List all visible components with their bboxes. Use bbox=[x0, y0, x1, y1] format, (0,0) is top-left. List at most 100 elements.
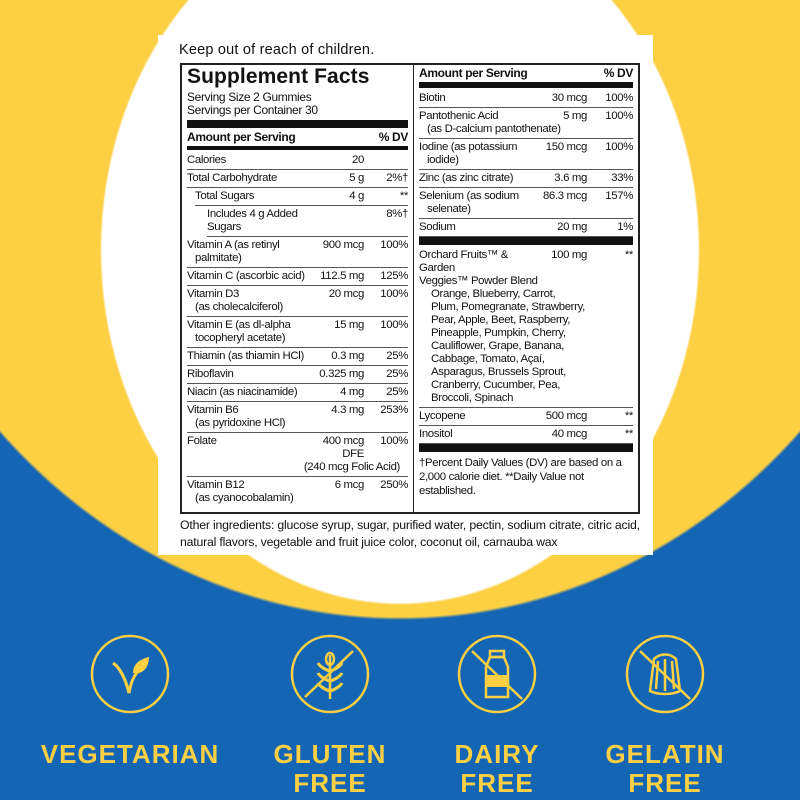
gluten-free-wheat-icon bbox=[290, 634, 370, 714]
badge-line1: GELATIN bbox=[605, 739, 725, 769]
nutrient-amount: 500 mcg bbox=[545, 410, 588, 422]
nutrient-dv bbox=[368, 154, 408, 167]
nutrient-row: Vitamin A (as retinyl 900 mcg 100% palmitat… bbox=[187, 237, 408, 268]
nutrient-name: Total Sugars bbox=[195, 190, 255, 202]
nutrient-dv: 2%† bbox=[386, 172, 408, 184]
nutrient-name: Vitamin D3 bbox=[187, 288, 240, 300]
amount-header-right: Amount per Serving % DV bbox=[419, 66, 633, 81]
badge-line2: FREE bbox=[460, 768, 534, 798]
nutrient-dv: 100% bbox=[380, 319, 408, 331]
nutrient-dv: 100% bbox=[380, 288, 408, 300]
nutrient-subtext: (240 mcg Folic Acid) bbox=[303, 461, 401, 473]
nutrient-name: Niacin (as niacinamide) bbox=[187, 386, 298, 398]
nutrient-name: Vitamin C (ascorbic acid) bbox=[187, 270, 305, 282]
nutrient-amount: 5 g bbox=[349, 172, 364, 184]
facts-title: Supplement Facts bbox=[187, 65, 370, 88]
gelatin-free-jelly-icon bbox=[625, 634, 705, 714]
dairy-free-bottle-icon bbox=[457, 634, 537, 714]
nutrient-name: Riboflavin bbox=[187, 368, 234, 380]
nutrient-name: Orchard Fruits™ & Garden bbox=[419, 249, 508, 274]
nutrient-row: Niacin (as niacinamide) 4 mg 25% bbox=[187, 384, 408, 402]
nutrient-amount: 4 mg bbox=[340, 386, 364, 398]
amount-header: Amount per Serving % DV bbox=[187, 130, 408, 145]
blend-ingredient-line: Cabbage, Tomato, Açaí, bbox=[431, 353, 545, 365]
footnote: †Percent Daily Values (DV) are based on … bbox=[419, 457, 622, 497]
nutrient-amount: 86.3 mcg bbox=[542, 190, 587, 202]
nutrient-subtext: (as D-calcium pantothenate) bbox=[427, 123, 561, 135]
blend-ingredient-line: Cauliflower, Grape, Banana, bbox=[431, 340, 565, 352]
nutrient-amount: 150 mcg bbox=[545, 141, 588, 153]
nutrient-row: Includes 4 g Added Sugars 8%† bbox=[207, 206, 408, 237]
nutrient-dv: 25% bbox=[386, 350, 408, 362]
nutrient-row: Pantothenic Acid 5 mg 100% (as D-calcium pa… bbox=[419, 108, 633, 139]
nutrient-name: Includes 4 g Added Sugars bbox=[207, 208, 298, 233]
nutrient-dv: ** bbox=[624, 249, 634, 261]
nutrient-dv: 25% bbox=[386, 386, 408, 398]
nutrient-dv: 100% bbox=[605, 110, 633, 122]
nutrient-amount: 0.3 mg bbox=[331, 350, 364, 362]
nutrient-subtext: selenate) bbox=[427, 203, 471, 215]
nutrient-subtext: (as cholecalciferol) bbox=[195, 301, 283, 313]
nutrient-row: Vitamin C (ascorbic acid) 112.5 mg 125% bbox=[187, 268, 408, 286]
nutrient-amount bbox=[306, 208, 368, 234]
nutrient-name: Zinc (as zinc citrate) bbox=[419, 172, 514, 184]
nutrient-row: Zinc (as zinc citrate) 3.6 mg 33% bbox=[419, 170, 633, 188]
blend-ingredient-line: Pineapple, Pumpkin, Cherry, bbox=[431, 327, 566, 339]
badge-gelatin: GELATIN FREE bbox=[570, 633, 760, 798]
nutrient-amount: 3.6 mg bbox=[554, 172, 587, 184]
right-rows: Biotin 30 mcg 100% Pantothenic Acid 5 mg 100%… bbox=[419, 90, 633, 237]
divider-thick bbox=[419, 237, 633, 245]
badge-line1: GLUTEN bbox=[273, 739, 387, 769]
nutrient-name: Selenium (as sodium bbox=[419, 190, 519, 202]
nutrient-name: Pantothenic Acid bbox=[419, 110, 499, 122]
nutrient-dv: 25% bbox=[386, 368, 408, 380]
nutrient-name: Sodium bbox=[419, 221, 456, 233]
divider-thick bbox=[419, 444, 633, 452]
serving-size: Serving Size 2 Gummies bbox=[187, 90, 312, 104]
nutrient-row: Biotin 30 mcg 100% bbox=[419, 90, 633, 108]
divider-thick bbox=[187, 120, 408, 128]
nutrient-dv: 1% bbox=[617, 221, 633, 233]
facts-right-column: Amount per Serving% DV Biotin 30 mcg 100% P… bbox=[414, 65, 638, 512]
badge-label: VEGETARIAN bbox=[35, 740, 225, 769]
nutrient-name-cont: Veggies™ Powder Blend bbox=[419, 275, 538, 287]
nutrient-row: Vitamin B6 4.3 mg 253% (as pyridoxine HCl) bbox=[187, 402, 408, 433]
nutrient-row: Vitamin E (as dl-alpha 15 mg 100% tocophery… bbox=[187, 317, 408, 348]
nutrient-row: Vitamin D3 20 mcg 100% (as cholecalciferol) bbox=[187, 286, 408, 317]
servings-per-container: Servings per Container 30 bbox=[187, 103, 318, 117]
nutrient-subtext: tocopheryl acetate) bbox=[195, 332, 286, 344]
nutrient-name: Inositol bbox=[419, 428, 453, 440]
nutrient-amount: 400 mcg DFE bbox=[322, 435, 365, 460]
nutrient-subtext: iodide) bbox=[427, 154, 459, 166]
dv-header-label: % DV bbox=[378, 130, 409, 144]
left-rows: Calories 20 Total Carbohydrate 5 g 2%† Total … bbox=[187, 152, 408, 507]
nutrient-amount: 20 mcg bbox=[328, 288, 365, 300]
amount-header-label: Amount per Serving bbox=[187, 130, 296, 144]
nutrient-row: Calories 20 bbox=[187, 152, 408, 170]
blend-ingredient-line: Asparagus, Brussels Sprout, bbox=[431, 366, 566, 378]
nutrient-row: Iodine (as potassium 150 mcg 100% iodide) bbox=[419, 139, 633, 170]
nutrient-amount: 20 mg bbox=[557, 221, 587, 233]
blend-ingredient-line: Pear, Apple, Beet, Raspberry, bbox=[431, 314, 571, 326]
badge-line1: DAIRY bbox=[454, 739, 540, 769]
nutrient-subtext: (as cyanocobalamin) bbox=[195, 492, 294, 504]
nutrient-amount: 20 bbox=[352, 154, 364, 166]
nutrient-amount: 100 mg bbox=[551, 249, 587, 261]
nutrient-subtext: (as pyridoxine HCl) bbox=[195, 417, 286, 429]
blend-ingredient-line: Cranberry, Cucumber, Pea, bbox=[431, 379, 561, 391]
warning-text: Keep out of reach of children. bbox=[179, 42, 375, 58]
badge-line2: FREE bbox=[293, 768, 367, 798]
badge-label: GELATIN FREE bbox=[570, 740, 760, 798]
badge-vegetarian: VEGETARIAN bbox=[35, 633, 225, 769]
nutrient-name: Biotin bbox=[419, 92, 446, 104]
nutrient-dv: 250% bbox=[380, 479, 408, 491]
nutrient-amount: 4.3 mg bbox=[331, 404, 364, 416]
nutrient-name: Folate bbox=[187, 435, 217, 447]
nutrient-row: Vitamin B12 6 mcg 250% (as cyanocobalamin) bbox=[187, 477, 408, 507]
nutrient-dv: 100% bbox=[605, 92, 633, 104]
nutrient-row: Selenium (as sodium 86.3 mcg 157% selenate) bbox=[419, 188, 633, 219]
nutrient-row: Folate 400 mcg DFE 100% (240 mcg Folic Acid… bbox=[187, 433, 408, 477]
nutrient-name: Calories bbox=[187, 154, 226, 166]
nutrient-dv: 33% bbox=[611, 172, 633, 184]
blend-ingredient-line: Broccoli, Spinach bbox=[431, 392, 514, 404]
